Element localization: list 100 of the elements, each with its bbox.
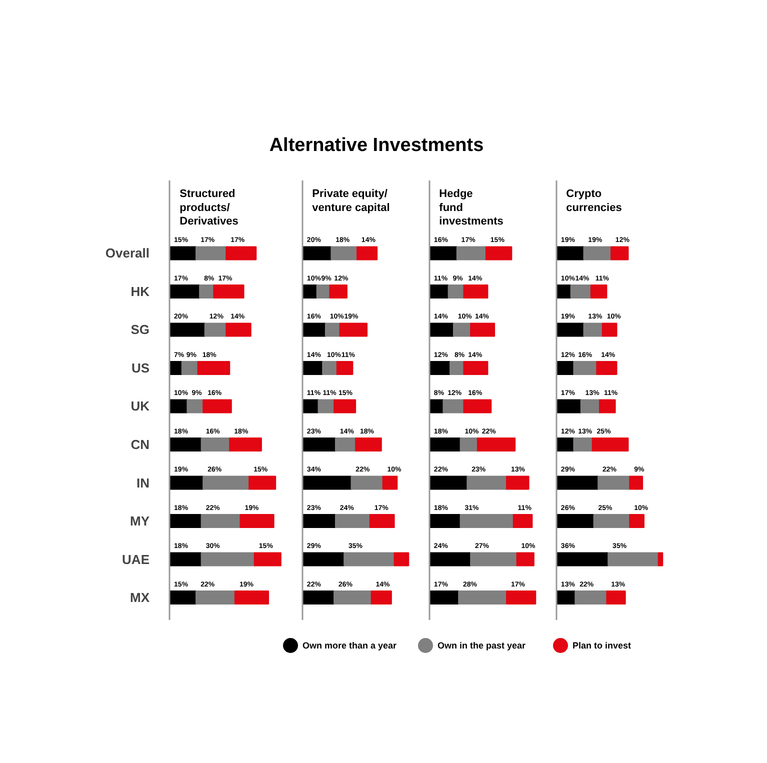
bar <box>430 514 461 528</box>
bar <box>606 590 626 605</box>
bar <box>302 552 345 566</box>
bar <box>254 552 282 566</box>
bar <box>506 590 536 605</box>
bar <box>580 399 600 414</box>
bar <box>330 246 358 260</box>
bar <box>336 360 354 375</box>
bar <box>430 246 458 260</box>
y-tick-label: UAE <box>122 552 150 567</box>
bar <box>170 514 202 528</box>
bar <box>226 246 257 260</box>
bar <box>382 476 398 490</box>
bar <box>170 590 197 605</box>
bar <box>170 552 202 566</box>
bar <box>302 360 324 375</box>
bar <box>610 246 629 260</box>
bar <box>629 476 644 490</box>
bar <box>170 322 206 337</box>
bar <box>334 399 356 414</box>
bar <box>240 514 274 528</box>
bar <box>573 360 598 375</box>
y-tick-label: CN <box>130 437 150 452</box>
bar <box>476 437 516 452</box>
bar <box>590 284 608 298</box>
bar <box>199 284 214 298</box>
bar <box>466 476 508 490</box>
bar <box>200 437 230 452</box>
bar <box>599 399 616 414</box>
bar <box>204 322 227 337</box>
bar <box>302 437 336 452</box>
bar <box>430 552 472 566</box>
bar <box>339 322 368 337</box>
y-tick-label: US <box>131 360 150 376</box>
bar <box>170 437 202 452</box>
bar <box>592 437 629 452</box>
bar <box>318 399 335 414</box>
bar <box>430 322 454 337</box>
bar <box>316 284 330 298</box>
bar <box>334 437 356 452</box>
bar <box>248 476 276 490</box>
bar <box>355 437 382 452</box>
y-tick-label: MY <box>130 514 150 529</box>
bar <box>197 360 230 375</box>
bar <box>302 514 336 528</box>
bar <box>170 476 204 490</box>
bar <box>170 246 197 260</box>
bar <box>598 476 630 490</box>
legend-label: Own more than a year <box>302 640 398 650</box>
bar <box>556 552 609 566</box>
y-tick-label: SG <box>130 322 150 338</box>
bar <box>186 399 204 414</box>
bar <box>452 322 472 337</box>
bar <box>430 590 460 605</box>
y-tick-label: IN <box>136 475 150 490</box>
bar <box>202 476 250 490</box>
bar <box>181 360 198 375</box>
chart-title: Structured products/ Derivatives <box>180 188 238 228</box>
bar <box>356 246 378 260</box>
bar <box>516 552 534 566</box>
bar <box>556 399 582 414</box>
chart-title: Hedge fund investments <box>439 188 504 228</box>
bar <box>226 322 252 337</box>
bar <box>202 399 232 414</box>
bar <box>556 246 584 260</box>
bar <box>302 322 326 337</box>
bar <box>596 360 618 375</box>
bar <box>394 552 410 566</box>
bar <box>302 476 352 490</box>
bar <box>229 437 262 452</box>
bar <box>583 246 612 260</box>
bar <box>570 284 592 298</box>
bar <box>506 476 530 490</box>
bar <box>573 437 593 452</box>
bar <box>460 514 514 528</box>
bar <box>322 360 338 375</box>
bar <box>196 246 227 260</box>
bar <box>370 590 392 605</box>
bar <box>442 399 464 414</box>
legend-label: Own in the past year <box>438 640 526 650</box>
bar <box>556 476 599 490</box>
y-tick-label: MX <box>130 590 150 606</box>
bar <box>334 514 370 528</box>
bar <box>456 246 486 260</box>
bar <box>369 514 395 528</box>
bar <box>302 246 332 260</box>
bar <box>430 437 461 452</box>
bar <box>574 590 608 605</box>
bar <box>448 284 464 298</box>
bar <box>213 284 244 298</box>
bar <box>302 590 335 605</box>
y-tick-label: Overall <box>105 246 150 261</box>
bar <box>350 476 384 490</box>
bar <box>324 322 340 337</box>
bar <box>200 514 241 528</box>
y-tick-label: HK <box>130 284 150 299</box>
bar <box>460 437 478 452</box>
bar <box>485 246 512 260</box>
y-tick-label: UK <box>130 398 150 414</box>
bar <box>593 514 630 528</box>
